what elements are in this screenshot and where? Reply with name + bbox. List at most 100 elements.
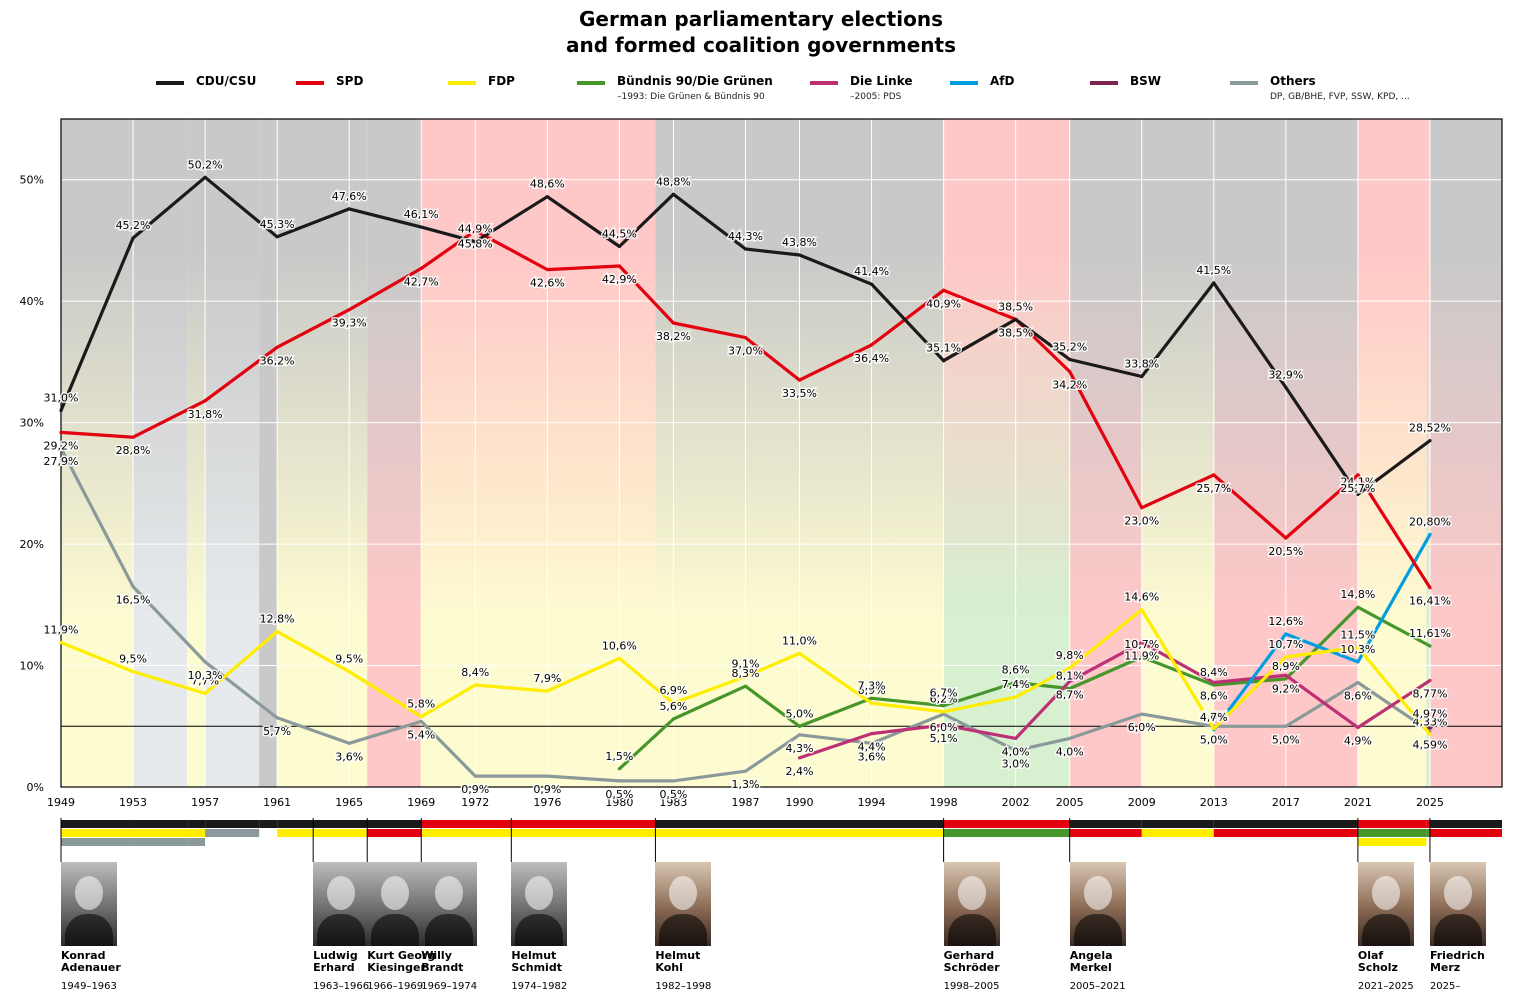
data-label: 44,5% [602,228,637,241]
data-label: 14,6% [1124,591,1159,604]
data-point [1014,748,1018,753]
data-label: 7,4% [1002,678,1030,691]
government-period-background [1429,119,1502,787]
data-point [347,670,351,674]
portrait-body [371,914,420,946]
data-label: 23,0% [1124,515,1159,528]
data-point [1140,608,1144,612]
data-label: 8,77% [1412,687,1447,700]
chancellor-portrait [943,862,1000,946]
data-point [743,336,748,340]
data-label: 0,9% [533,783,561,796]
coalition-strip-bar [1213,829,1358,837]
data-label: 9,2% [1272,682,1300,695]
portrait-head [75,876,103,910]
chancellor-portrait [655,862,712,946]
data-point [1356,492,1360,496]
government-period-background [61,119,134,787]
portrait-body [317,914,366,946]
chancellor-term: 1963–1966 [313,981,370,992]
data-label: 28,8% [116,444,151,457]
coalition-strip-bar [187,829,206,837]
data-label: 8,7% [1056,688,1084,701]
data-label: 32,9% [1268,368,1303,381]
data-point [942,359,946,363]
data-label: 4,3% [786,742,814,755]
data-label: 3,6% [858,750,886,763]
data-label: 5,0% [1272,733,1300,746]
legend-swatch [810,81,838,85]
data-point [1428,439,1432,443]
chancellor-name: Ludwig Erhard [313,949,358,974]
data-point [1068,736,1072,741]
data-point [1284,673,1288,677]
data-label: 8,6% [1200,690,1228,703]
coalition-strip-bar [1426,820,1430,828]
data-point [1140,712,1144,716]
x-tick-label: 2017 [1272,796,1300,809]
legend-label: Die Linke [850,74,913,88]
data-point [347,207,351,211]
data-point [1212,281,1216,285]
data-label: 35,1% [926,342,961,355]
government-period-background [421,119,656,787]
legend-swatch [296,81,324,85]
data-point [1140,640,1144,645]
data-point [1284,655,1288,659]
chancellor-name: Olaf Scholz [1357,949,1398,974]
portrait-head [381,876,410,910]
data-point [203,175,207,179]
legend-label: SPD [336,74,364,88]
legend-label: Others [1270,74,1316,88]
coalition-strip-bar [61,829,134,837]
data-label: 45,8% [458,238,493,251]
chart-title-line-1: German parliamentary elections [579,7,943,31]
data-point [1140,655,1144,659]
data-point [1356,473,1360,477]
data-label: 10,6% [602,639,637,652]
data-label: 3,6% [335,750,363,763]
data-label: 45,3% [260,218,295,231]
government-period-background [205,119,260,787]
government-period-background [1069,119,1142,787]
data-label: 6,0% [930,721,958,734]
portrait-head [1371,876,1400,910]
data-point [797,733,802,737]
data-label: 11,9% [1124,649,1159,662]
data-point [1284,724,1288,728]
coalition-strip-bar [943,820,1070,828]
data-label: 5,0% [786,707,814,720]
data-label: 42,9% [602,273,637,286]
x-tick-label: 1987 [731,796,759,809]
x-tick-label: 2021 [1344,796,1372,809]
chancellor-portrait [421,862,478,946]
data-label: 4,7% [1200,711,1228,724]
data-point [942,704,946,708]
data-point [743,674,748,679]
data-label: 6,9% [659,684,687,697]
data-point [473,229,477,233]
coalition-strip-bar [133,820,188,828]
data-label: 9,8% [1056,649,1084,662]
coalition-strip-bar [205,820,260,828]
chancellor-term: 2021–2025 [1357,981,1414,992]
data-point [419,225,423,229]
data-point [1428,532,1432,536]
data-label: 7,3% [858,679,886,692]
data-label: 5,4% [407,728,435,741]
data-point [1356,660,1360,664]
chancellor-portrait [1429,862,1486,946]
data-point [869,696,874,700]
x-tick-label: 1983 [659,796,687,809]
data-label: 16,41% [1409,595,1451,608]
legend-label: Bündnis 90/Die Grünen [617,74,773,88]
data-point [671,192,676,196]
legend-note: –1993: Die Grünen & Bündnis 90 [617,92,765,102]
x-tick-label: 2009 [1128,796,1156,809]
data-point [797,253,802,257]
coalition-strip-bar [1141,829,1214,837]
coalition-strip-bar [367,820,422,828]
y-tick-label: 0% [27,781,44,794]
portrait-body [1433,914,1482,946]
